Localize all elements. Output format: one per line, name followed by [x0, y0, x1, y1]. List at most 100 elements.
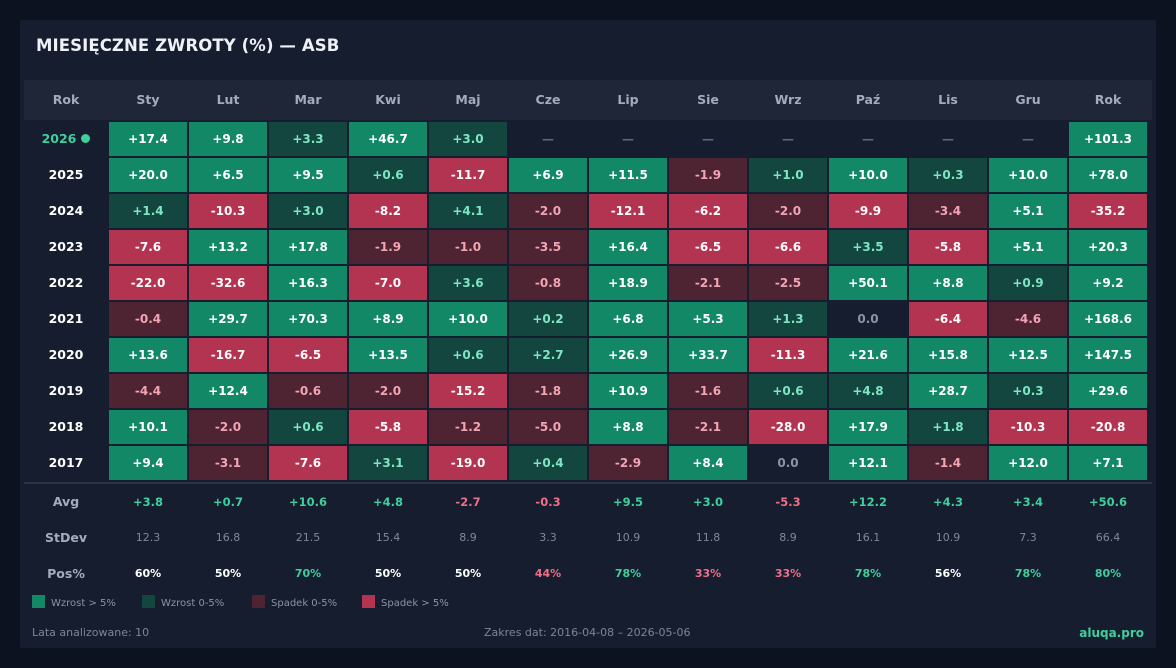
legend-swatch [362, 595, 375, 608]
heatmap-cell: -16.7 [189, 338, 267, 372]
positive-pct-row-value: 78% [614, 567, 642, 580]
heatmap-cell: +7.1 [1069, 446, 1147, 480]
row-year-label: 2022 [24, 266, 108, 300]
row-year-label: 2024 [24, 194, 108, 228]
heatmap-cell: -2.0 [189, 410, 267, 444]
heatmap-cell: -2.5 [749, 266, 827, 300]
column-header: Rok [1094, 92, 1122, 107]
avg-row-value: +0.7 [212, 495, 243, 509]
avg-row-value: +3.4 [1012, 495, 1043, 509]
heatmap-cell: +78.0 [1069, 158, 1147, 192]
heatmap-cell: +29.7 [189, 302, 267, 336]
heatmap-cell: +8.8 [909, 266, 987, 300]
positive-pct-row-label: Pos% [47, 566, 85, 581]
row-year-label: 2026 [24, 122, 108, 156]
heatmap-cell: +0.6 [349, 158, 427, 192]
heatmap-cell: -2.1 [669, 410, 747, 444]
brand-link[interactable]: aluqa.pro [1079, 626, 1144, 640]
heatmap-cell: -15.2 [429, 374, 507, 408]
avg-row-value: +10.6 [288, 495, 327, 509]
heatmap-cell: +8.8 [589, 410, 667, 444]
heatmap-cell: -28.0 [749, 410, 827, 444]
column-header: Cze [535, 92, 561, 107]
positive-pct-row-value: 78% [854, 567, 882, 580]
avg-row-value: +4.8 [372, 495, 403, 509]
column-header: Lip [617, 92, 639, 107]
heatmap-cell: +9.5 [269, 158, 347, 192]
legend-swatch [252, 595, 265, 608]
heatmap-cell: +1.0 [749, 158, 827, 192]
heatmap-cell: +70.3 [269, 302, 347, 336]
heatmap-cell: — [782, 132, 794, 146]
column-header: Sty [136, 92, 160, 107]
heatmap-cell: +0.3 [989, 374, 1067, 408]
column-header: Lut [216, 92, 240, 107]
positive-pct-row-value: 70% [294, 567, 322, 580]
heatmap-cell: +1.3 [749, 302, 827, 336]
years-analyzed: Lata analizowane: 10 [32, 626, 150, 639]
heatmap-cell: +17.8 [269, 230, 347, 264]
stdev-row-value: 15.4 [375, 531, 401, 544]
heatmap-cell: +10.0 [829, 158, 907, 192]
stdev-row-value: 11.8 [695, 531, 721, 544]
heatmap-cell: +12.1 [829, 446, 907, 480]
heatmap-cell: +9.8 [189, 122, 267, 156]
positive-pct-row-value: 44% [534, 567, 562, 580]
heatmap-cell: -35.2 [1069, 194, 1147, 228]
heatmap-cell: +4.8 [829, 374, 907, 408]
column-header: Sie [697, 92, 719, 107]
year-text: 2017 [48, 455, 84, 470]
heatmap-cell: -1.0 [429, 230, 507, 264]
column-header: Wrz [774, 92, 802, 107]
year-text: 2019 [48, 383, 84, 398]
heatmap-cell: +12.4 [189, 374, 267, 408]
heatmap-cell: -9.9 [829, 194, 907, 228]
heatmap-cell: +29.6 [1069, 374, 1147, 408]
year-text: 2024 [48, 203, 84, 218]
heatmap-cell: +3.1 [349, 446, 427, 480]
heatmap-cell: +13.2 [189, 230, 267, 264]
stdev-row-value: 8.9 [459, 531, 477, 544]
row-year-label: 2023 [24, 230, 108, 264]
positive-pct-row-value: 50% [214, 567, 242, 580]
avg-row-value: +50.6 [1088, 495, 1127, 509]
row-year-label: 2021 [24, 302, 108, 336]
year-text: 2021 [48, 311, 84, 326]
heatmap-cell: +46.7 [349, 122, 427, 156]
year-text: 2025 [48, 167, 84, 182]
year-text: 2022 [48, 275, 84, 290]
heatmap-cell: +5.1 [989, 230, 1067, 264]
heatmap-cell: +17.9 [829, 410, 907, 444]
legend-label: Spadek 0-5% [271, 598, 338, 609]
heatmap-cell: -1.6 [669, 374, 747, 408]
heatmap-cell: -2.0 [749, 194, 827, 228]
heatmap-cell: +5.3 [669, 302, 747, 336]
heatmap-cell: +0.6 [749, 374, 827, 408]
legend-swatch [142, 595, 155, 608]
year-text: 2020 [48, 347, 84, 362]
heatmap-cell: +0.9 [989, 266, 1067, 300]
legend-label: Wzrost > 5% [51, 598, 116, 609]
heatmap-cell: +3.3 [269, 122, 347, 156]
positive-pct-row-value: 50% [454, 567, 482, 580]
heatmap-cell: +15.8 [909, 338, 987, 372]
avg-row-value: +4.3 [932, 495, 963, 509]
heatmap-cell: +12.5 [989, 338, 1067, 372]
heatmap-cell: -22.0 [109, 266, 187, 300]
heatmap-cell: +6.5 [189, 158, 267, 192]
heatmap-cell: -4.4 [109, 374, 187, 408]
row-year-label: 2019 [24, 374, 108, 408]
legend-label: Spadek > 5% [381, 598, 449, 609]
heatmap-cell: -6.5 [669, 230, 747, 264]
row-year-label: 2025 [24, 158, 108, 192]
avg-row-label: Avg [52, 494, 80, 509]
positive-pct-row-value: 33% [774, 567, 802, 580]
heatmap-cell: +50.1 [829, 266, 907, 300]
heatmap-cell: +3.0 [269, 194, 347, 228]
heatmap-cell: +1.4 [109, 194, 187, 228]
heatmap-cell: +2.7 [509, 338, 587, 372]
column-header: Rok [52, 92, 80, 107]
row-year-label: 2018 [24, 410, 108, 444]
avg-row-value: +3.8 [132, 495, 163, 509]
table-header: Rok Sty Lut Mar Kwi Maj Cze Lip Sie Wrz Paź Lis Gru R… [24, 80, 1152, 120]
